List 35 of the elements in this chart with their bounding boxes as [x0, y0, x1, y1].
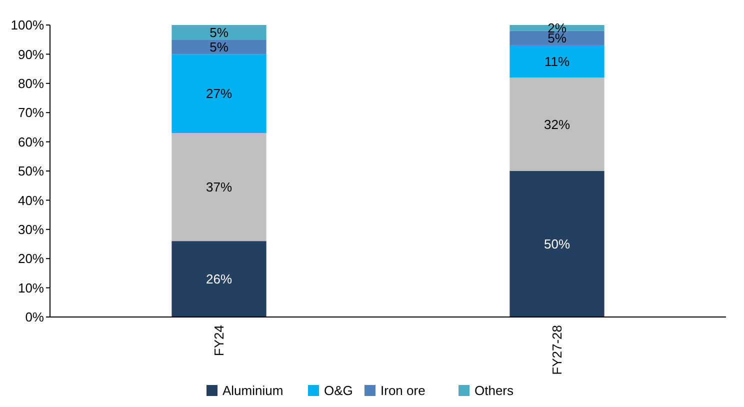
bar [510, 25, 604, 31]
data-label: 50% [544, 236, 570, 252]
bar [172, 25, 266, 40]
data-label: 5% [210, 24, 229, 40]
data-label: 26% [206, 272, 232, 287]
bar [510, 45, 604, 78]
y-tick-label: 70% [18, 105, 44, 120]
legend-label: Iron ore [380, 383, 426, 398]
data-label: 32% [544, 116, 570, 132]
bar [510, 171, 604, 317]
bar [172, 54, 266, 134]
legend-label: Others [474, 383, 514, 398]
legend-label: Aluminium [222, 383, 284, 398]
legend-label: O&G [324, 383, 353, 398]
y-tick-label: 30% [18, 222, 44, 237]
y-tick-label: 80% [18, 76, 44, 91]
y-tick-label: 0% [25, 310, 44, 325]
bar [172, 133, 266, 242]
y-tick-label: 60% [18, 134, 44, 150]
y-tick-label: 20% [18, 251, 44, 266]
bar [172, 40, 266, 54]
x-tick-label: FY24 [212, 325, 227, 356]
data-label: 37% [206, 180, 232, 195]
data-label: 27% [206, 86, 232, 102]
y-tick-label: 90% [18, 46, 44, 62]
data-label: 5% [210, 39, 229, 54]
x-tick-label: FY27-28 [550, 325, 565, 375]
y-tick-label: 100% [10, 18, 44, 33]
data-label: 11% [544, 54, 570, 70]
bar [172, 241, 266, 317]
bar [510, 30, 604, 46]
y-tick-label: 10% [18, 280, 44, 296]
y-tick-label: 50% [18, 164, 44, 179]
bar [510, 78, 604, 171]
y-tick-label: 40% [18, 192, 44, 208]
